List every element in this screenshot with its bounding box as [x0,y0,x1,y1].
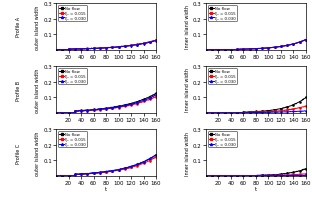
Text: Profile C: Profile C [16,143,21,163]
Y-axis label: Inner island width: Inner island width [185,68,190,112]
Legend: No flow, ξ₀ = 0.015, ξ₀ = 0.030: No flow, ξ₀ = 0.015, ξ₀ = 0.030 [58,6,87,22]
Y-axis label: Inner island width: Inner island width [185,131,190,175]
Text: Profile A: Profile A [16,17,21,37]
X-axis label: t: t [255,187,257,191]
Legend: No flow, ξ₀ = 0.015, ξ₀ = 0.030: No flow, ξ₀ = 0.015, ξ₀ = 0.030 [58,69,87,85]
Text: Profile B: Profile B [16,80,21,100]
Legend: No flow, ξ₀ = 0.015, ξ₀ = 0.030: No flow, ξ₀ = 0.015, ξ₀ = 0.030 [208,69,237,85]
Y-axis label: Inner island width: Inner island width [185,5,190,49]
Y-axis label: outer island width: outer island width [36,131,41,175]
Legend: No flow, ξ₀ = 0.015, ξ₀ = 0.030: No flow, ξ₀ = 0.015, ξ₀ = 0.030 [58,131,87,147]
Y-axis label: outer island width: outer island width [36,5,41,49]
Legend: No flow, ξ₀ = 0.015, ξ₀ = 0.030: No flow, ξ₀ = 0.015, ξ₀ = 0.030 [208,6,237,22]
Y-axis label: outer island width: outer island width [36,68,41,112]
X-axis label: t: t [105,187,107,191]
Legend: No flow, ξ₀ = 0.015, ξ₀ = 0.030: No flow, ξ₀ = 0.015, ξ₀ = 0.030 [208,131,237,147]
